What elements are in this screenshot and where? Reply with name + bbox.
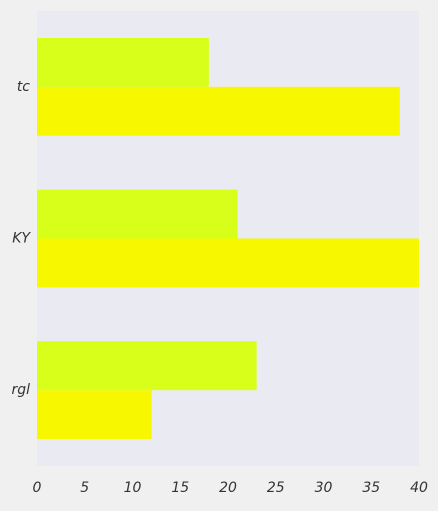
bar-rgl-series-1 [37,341,257,391]
x-tick-labels: 0 5 10 15 20 25 30 35 40 [33,480,428,496]
x-tick-label: 30 [315,480,333,496]
x-tick-label: 0 [33,480,42,496]
x-tick-label: 5 [80,480,89,496]
x-tick-label: 20 [219,480,237,496]
x-tick-label: 40 [410,480,428,496]
bars-layer [37,38,419,439]
x-tick-label: 35 [362,480,380,496]
x-tick-label: 15 [171,480,189,496]
bar-tc-series-1 [37,38,209,87]
y-tick-label: tc [17,79,30,95]
x-tick-label: 10 [124,480,142,496]
bar-KY-series-2 [37,238,419,288]
y-tick-label: KY [12,231,31,247]
bar-rgl-series-2 [37,390,152,439]
y-tick-label: rgl [11,382,30,398]
x-tick-label: 25 [267,480,285,496]
bar-KY-series-1 [37,189,238,239]
bar-tc-series-2 [37,86,400,136]
y-tick-labels: tc KY rgl [11,79,31,398]
